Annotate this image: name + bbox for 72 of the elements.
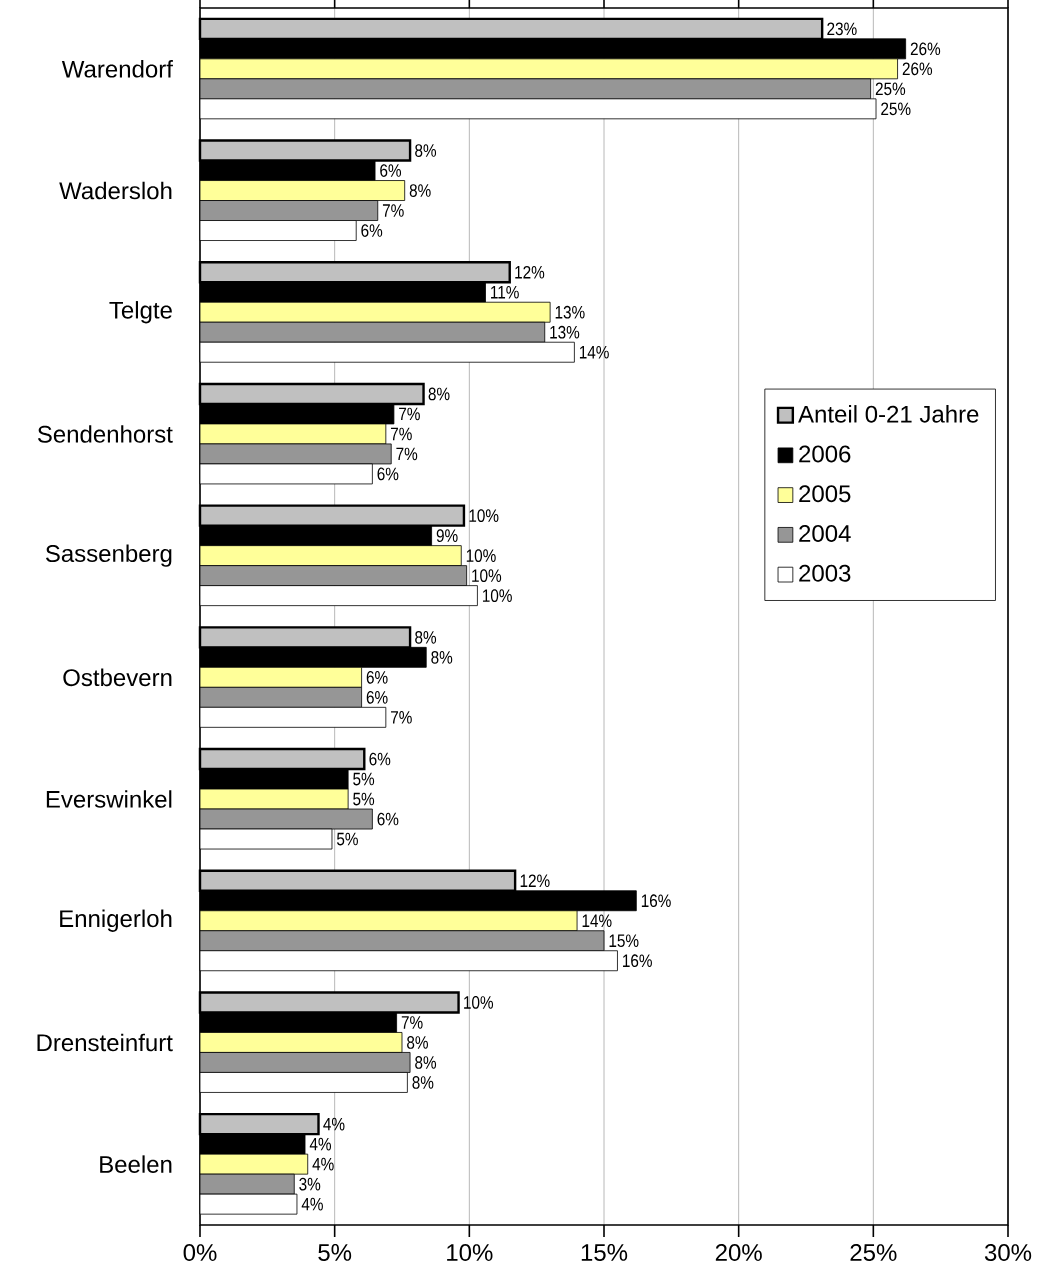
data-label: 5% bbox=[337, 832, 358, 846]
x-tick-label: 5% bbox=[318, 1244, 352, 1261]
data-label: 16% bbox=[623, 954, 652, 968]
data-label: 4% bbox=[312, 1157, 334, 1171]
data-label: 25% bbox=[875, 82, 906, 96]
data-label: 26% bbox=[902, 62, 933, 76]
data-label: 6% bbox=[361, 224, 383, 237]
data-label: 8% bbox=[428, 387, 450, 401]
legend-label: 2005 bbox=[799, 485, 851, 503]
x-tick-label: 0% bbox=[183, 1244, 217, 1262]
data-label: 6% bbox=[366, 690, 388, 704]
data-label: 10% bbox=[469, 509, 499, 523]
y-tick-label: Everswinkel bbox=[46, 790, 172, 808]
data-label: 10% bbox=[482, 589, 512, 603]
data-label: 10% bbox=[464, 996, 494, 1009]
data-label: 15% bbox=[609, 934, 639, 948]
data-label: 7% bbox=[391, 427, 412, 441]
data-label: 6% bbox=[377, 467, 399, 481]
x-tick-label: 20% bbox=[715, 1244, 762, 1262]
data-label: 8% bbox=[431, 650, 453, 664]
y-tick-label: Sassenberg bbox=[45, 544, 172, 567]
data-label: 4% bbox=[309, 1137, 332, 1151]
data-label: 8% bbox=[415, 144, 437, 157]
data-label: 16% bbox=[641, 894, 671, 908]
data-label: 6% bbox=[369, 752, 391, 766]
data-label: 8% bbox=[415, 1056, 437, 1069]
x-tick-label: 15% bbox=[581, 1244, 628, 1261]
legend-label: 2006 bbox=[799, 445, 851, 463]
data-label: 8% bbox=[409, 184, 431, 197]
y-tick-label: Ostbevern bbox=[63, 668, 172, 687]
legend-label: 2003 bbox=[799, 564, 851, 582]
y-tick-label: Drensteinfurt bbox=[37, 1033, 173, 1052]
x-tick-label: 30% bbox=[984, 1244, 1032, 1262]
x-tick-label: 10% bbox=[447, 1244, 493, 1262]
data-label: 8% bbox=[415, 630, 437, 644]
legend-label: 2004 bbox=[799, 524, 851, 542]
data-label: 23% bbox=[827, 22, 857, 36]
y-tick-label: Ennigerloh bbox=[60, 909, 172, 932]
data-label: 7% bbox=[401, 1016, 423, 1029]
data-label: 3% bbox=[299, 1177, 321, 1191]
data-label: 10% bbox=[466, 549, 496, 563]
data-label: 14% bbox=[582, 914, 612, 928]
data-label: 26% bbox=[910, 42, 941, 56]
data-label: 7% bbox=[399, 407, 420, 421]
data-label: 4% bbox=[323, 1117, 345, 1131]
data-label: 6% bbox=[377, 812, 399, 826]
data-label: 5% bbox=[353, 792, 375, 806]
data-label: 12% bbox=[520, 874, 550, 888]
data-label: 9% bbox=[436, 529, 458, 543]
data-label: 13% bbox=[555, 305, 585, 319]
x-tick-label: 25% bbox=[850, 1244, 897, 1262]
data-label: 4% bbox=[301, 1197, 323, 1211]
data-label: 25% bbox=[881, 102, 911, 116]
y-tick-label: Sendenhorst bbox=[37, 425, 173, 443]
data-label: 6% bbox=[366, 670, 388, 684]
data-label: 11% bbox=[491, 285, 519, 299]
data-label: 10% bbox=[472, 569, 502, 583]
data-label: 14% bbox=[579, 345, 609, 359]
data-label: 13% bbox=[550, 325, 580, 339]
data-label: 7% bbox=[391, 711, 412, 724]
y-tick-label: Telgte bbox=[109, 301, 172, 324]
data-label: 6% bbox=[380, 164, 402, 177]
legend-label: Anteil 0-21 Jahre bbox=[798, 405, 979, 423]
data-label: 8% bbox=[412, 1076, 434, 1089]
data-label: 7% bbox=[396, 447, 418, 461]
y-tick-label: Wadersloh bbox=[59, 181, 172, 200]
data-label: 8% bbox=[407, 1036, 428, 1049]
y-tick-label: Warendorf bbox=[61, 60, 173, 78]
data-label: 12% bbox=[515, 265, 545, 279]
data-label: 7% bbox=[382, 204, 404, 217]
data-label: 5% bbox=[353, 772, 375, 786]
y-tick-label: Beelen bbox=[100, 1155, 172, 1173]
